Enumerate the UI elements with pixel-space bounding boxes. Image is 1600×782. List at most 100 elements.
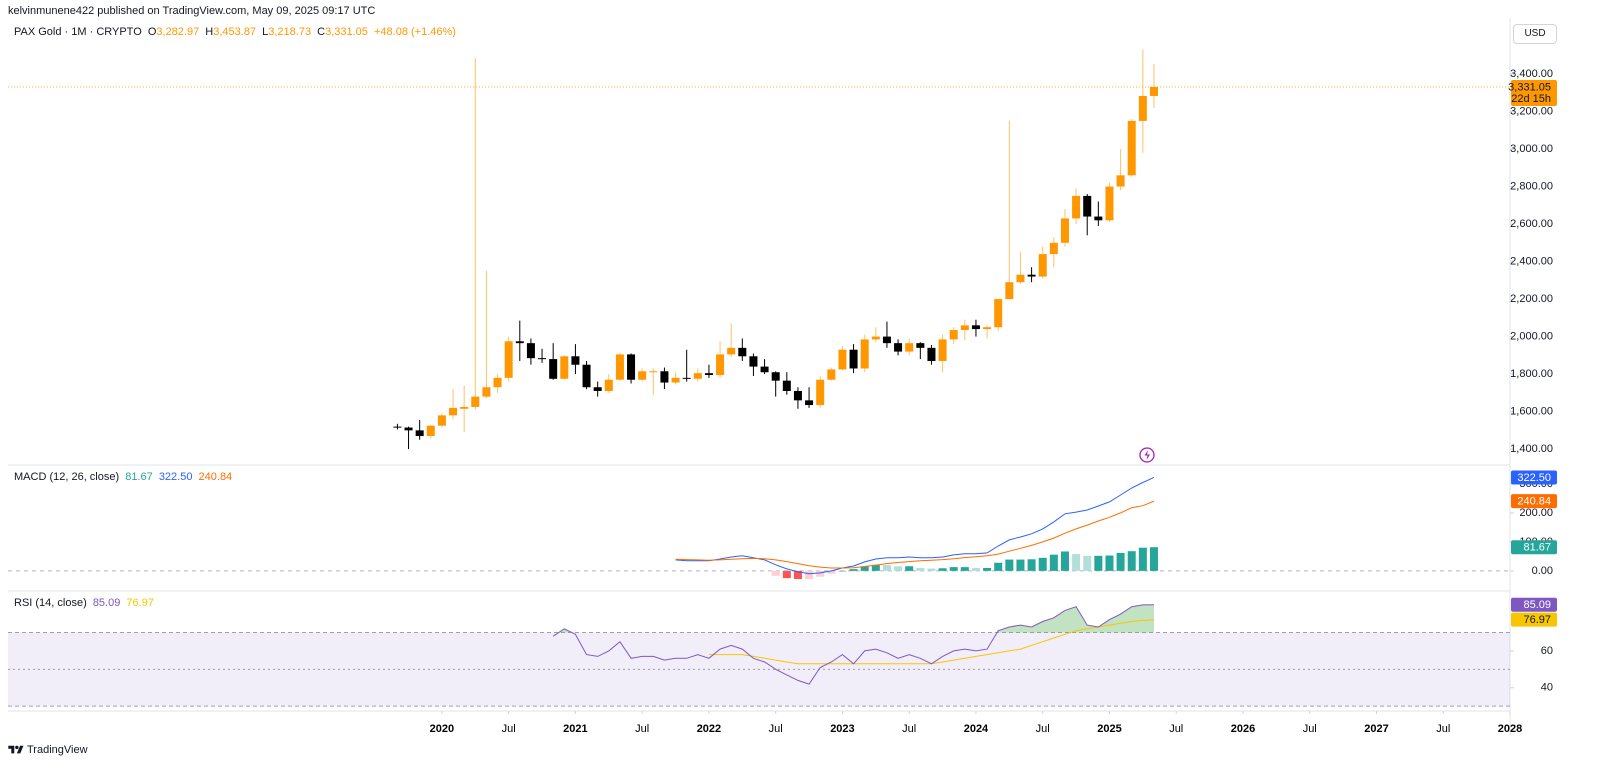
time-tick-label: 2025: [1097, 723, 1121, 735]
candle-body: [627, 354, 636, 380]
indicator-line: [552, 604, 1155, 685]
candle-body: [1038, 254, 1047, 277]
legend-key: C: [317, 26, 326, 38]
y-tick-label: 40: [1541, 682, 1553, 694]
candle-body: [971, 325, 980, 330]
histogram-bar: [1016, 559, 1025, 571]
candle-body: [615, 354, 624, 380]
y-tick-label: 1,400.00: [1510, 443, 1553, 455]
candle-body: [1005, 282, 1014, 300]
candle-body: [649, 371, 658, 373]
candle-body: [682, 377, 691, 379]
candle-body: [1072, 195, 1081, 219]
histogram-bar: [1105, 555, 1114, 571]
legend-key: O: [147, 26, 157, 38]
histogram-bar: [849, 569, 858, 571]
histogram-bar: [860, 566, 869, 571]
candle-body: [693, 373, 702, 379]
time-tick-label: 2020: [430, 723, 454, 735]
candle-body: [482, 387, 491, 397]
histogram-bar: [894, 566, 903, 571]
rsi-band: [8, 632, 1510, 707]
time-tick-label: 2024: [964, 723, 989, 735]
y-tick-label: 2,800.00: [1510, 180, 1553, 192]
y-tick-label: 1,800.00: [1510, 368, 1553, 380]
candle-body: [593, 387, 602, 391]
candle-body: [1127, 120, 1136, 176]
candle-body: [927, 347, 936, 361]
legend-value: 3,218.73: [268, 26, 312, 38]
candle-body: [949, 330, 958, 340]
candle-body: [838, 349, 847, 370]
candle-body: [1105, 186, 1114, 221]
brand-logo: [8, 745, 24, 754]
candle-body: [493, 377, 502, 388]
overbought-fill: [558, 604, 1154, 633]
series-last-label: 322.50: [1517, 472, 1551, 484]
event-icon[interactable]: [1139, 447, 1155, 463]
histogram-bar: [838, 570, 847, 572]
y-tick-label: 3,000.00: [1510, 143, 1553, 155]
time-tick-label: Jul: [1036, 723, 1050, 735]
time-tick-label: 2028: [1498, 723, 1522, 735]
histogram-bar: [805, 570, 814, 579]
legend-value: 3,453.87: [213, 26, 257, 38]
histogram-bar: [782, 570, 791, 579]
candle-body: [738, 347, 747, 357]
candle-body: [916, 343, 925, 348]
candle-body: [449, 407, 458, 416]
candle-body: [782, 380, 791, 391]
candle-body: [771, 372, 780, 381]
y-tick-label: 2,200.00: [1510, 293, 1553, 305]
y-tick-label: 200.00: [1519, 507, 1553, 519]
histogram-bar: [949, 567, 958, 571]
legend-value: 85.09: [92, 597, 121, 609]
histogram-bar: [793, 570, 802, 579]
main-legend: PAX Gold · 1M · CRYPTO O3,282.97 H3,453.…: [14, 26, 459, 38]
legend-change: +48.08 (+1.46%): [373, 26, 456, 38]
candle-body: [704, 373, 713, 376]
publisher: kelvinmunene422 published on TradingView…: [8, 5, 376, 17]
histogram-bar: [971, 567, 980, 571]
histogram-bar: [960, 567, 969, 571]
histogram-bar: [916, 567, 925, 571]
y-tick-label: 300.00: [1519, 478, 1553, 490]
time-tick-label: Jul: [1436, 723, 1450, 735]
y-tick-label: 1,600.00: [1510, 406, 1553, 418]
candle-body: [860, 339, 869, 369]
time-tick-label: Jul: [1303, 723, 1317, 735]
rsi-legend: RSI (14, close) 85.09 76.97: [14, 597, 157, 609]
series-last-label-box: [1511, 494, 1557, 509]
histogram-bar: [1149, 547, 1158, 571]
histogram-bar: [827, 570, 836, 574]
candle-body: [1049, 242, 1058, 255]
candle-body: [960, 325, 969, 331]
candle-body: [894, 343, 903, 352]
histogram-bar: [1060, 551, 1069, 571]
legend-value: 81.67: [125, 471, 153, 483]
candle-body: [504, 341, 513, 378]
time-tick-label: 2026: [1231, 723, 1255, 735]
currency-button[interactable]: USD: [1513, 24, 1557, 44]
candle-body: [1016, 274, 1025, 283]
histogram-bar: [1116, 552, 1125, 571]
candle-body: [882, 336, 891, 344]
candle-body: [471, 396, 480, 407]
histogram-bar: [1072, 554, 1081, 571]
time-tick-label: Jul: [635, 723, 649, 735]
legend-value: 3,331.05: [325, 26, 368, 38]
histogram-bar: [882, 565, 891, 571]
candle-body: [716, 354, 725, 376]
time-tick-label: Jul: [902, 723, 916, 735]
candle-body: [805, 400, 814, 406]
candle-body: [749, 356, 758, 367]
time-tick-label: Jul: [1169, 723, 1183, 735]
candle-body: [538, 358, 547, 360]
candle-body: [393, 426, 402, 428]
candle-body: [793, 390, 802, 401]
candle-body: [515, 341, 524, 344]
candle-body: [871, 336, 880, 340]
histogram-bar: [938, 568, 947, 571]
time-tick-label: 2023: [830, 723, 854, 735]
candle-body: [827, 369, 836, 380]
